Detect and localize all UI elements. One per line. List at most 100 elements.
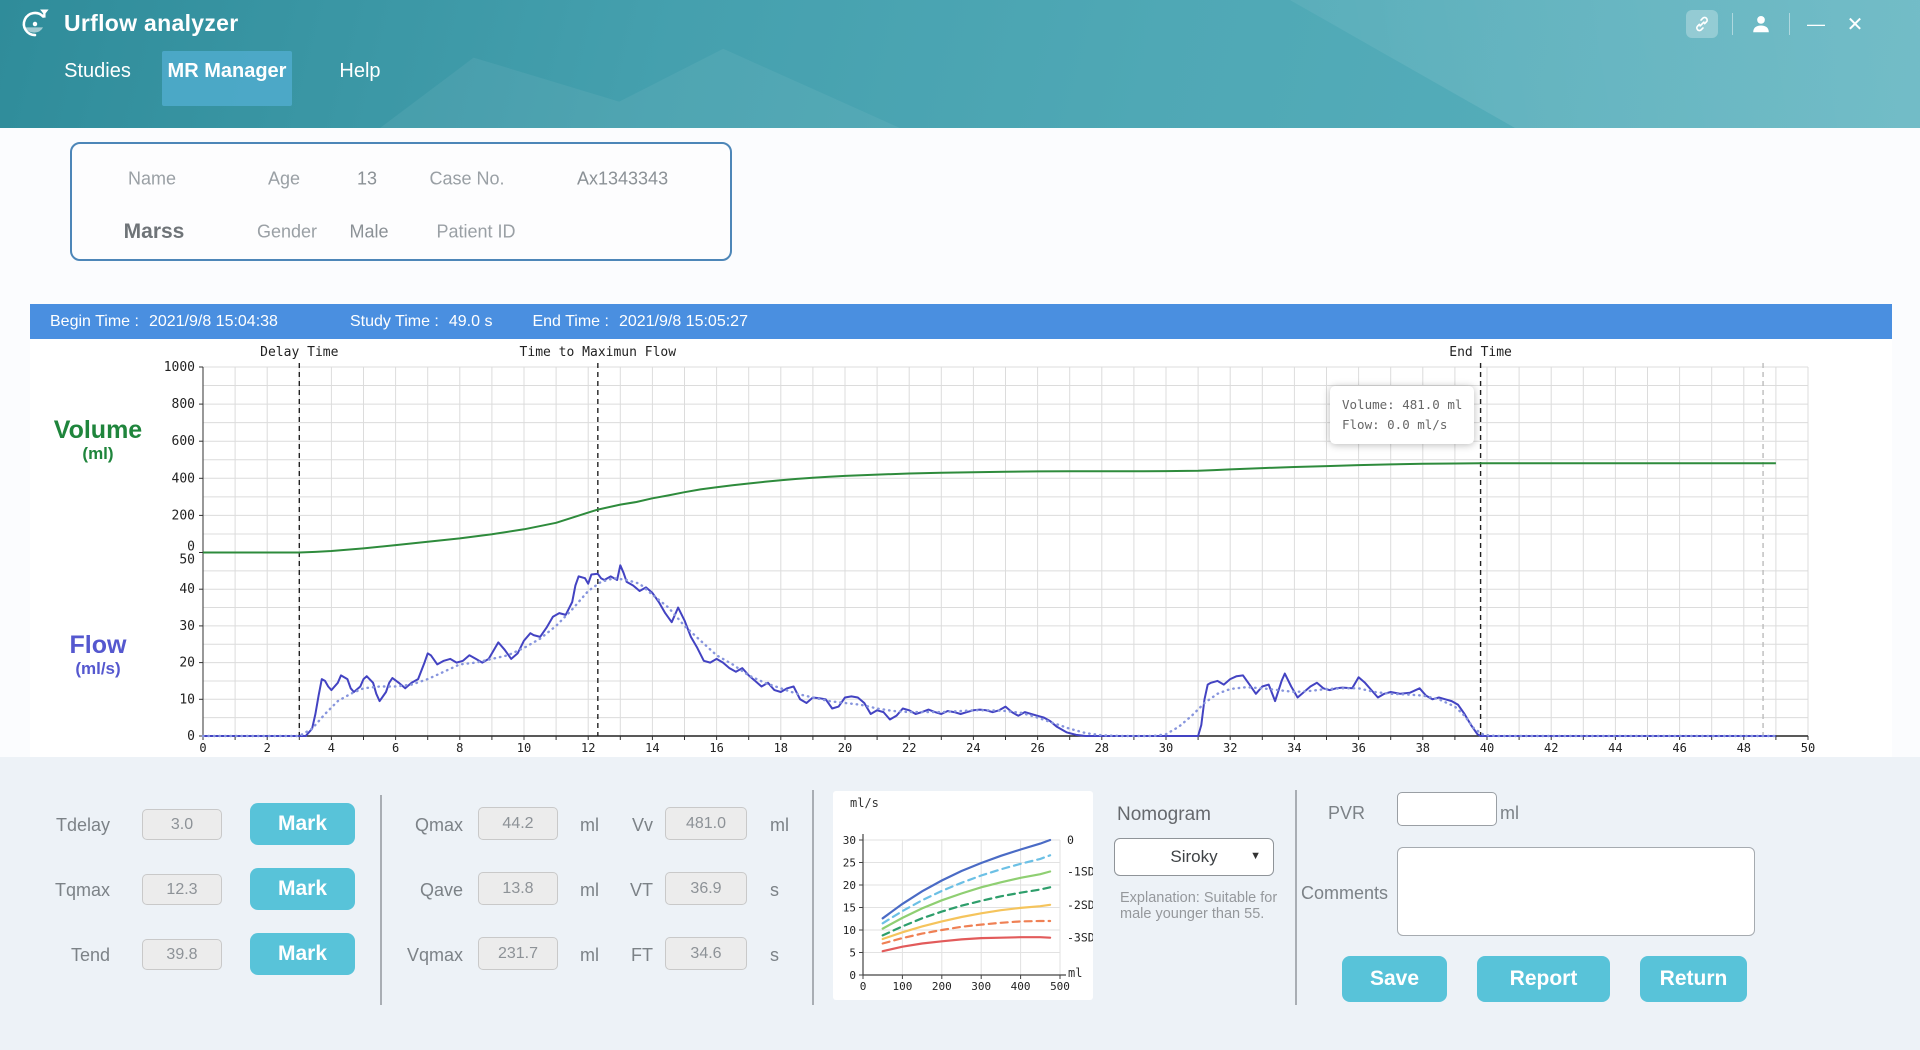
ft-label: FT (600, 945, 653, 966)
svg-text:100: 100 (892, 980, 912, 993)
study-time-bar: Begin Time : 2021/9/8 15:04:38 Study Tim… (30, 304, 1892, 339)
qmax-input[interactable] (478, 807, 558, 840)
svg-text:6: 6 (392, 741, 399, 755)
svg-text:400: 400 (172, 471, 195, 486)
svg-text:0: 0 (187, 729, 195, 744)
divider (1732, 13, 1733, 35)
comments-textarea[interactable] (1397, 847, 1755, 936)
tab-studies[interactable]: Studies (40, 60, 155, 83)
svg-text:0: 0 (1067, 833, 1074, 847)
svg-text:38: 38 (1416, 741, 1430, 755)
nomogram-chart-card: 0510152025300100200300400500ml/sml0-1SD-… (833, 791, 1093, 1000)
tqmax-input[interactable] (142, 874, 222, 905)
svg-text:600: 600 (172, 434, 195, 449)
tooltip-volume: Volume: 481.0 ml (1342, 395, 1474, 415)
vqmax-input[interactable] (478, 937, 558, 970)
navbar: Studies MR Manager Help (0, 48, 1920, 128)
svg-text:-2SD: -2SD (1067, 898, 1093, 912)
tqmax-mark-button[interactable]: Mark (250, 868, 355, 910)
tend-label: Tend (30, 945, 110, 966)
save-button[interactable]: Save (1342, 956, 1447, 1002)
svg-text:300: 300 (971, 980, 991, 993)
tdelay-input[interactable] (142, 809, 222, 840)
tdelay-label: Tdelay (30, 815, 110, 836)
svg-text:36: 36 (1351, 741, 1365, 755)
nomogram-explanation: Explanation: Suitable for male younger t… (1120, 890, 1290, 922)
svg-text:40: 40 (179, 582, 195, 597)
study-time-value: 49.0 s (449, 313, 493, 331)
vv-input[interactable] (665, 807, 747, 840)
svg-text:10: 10 (517, 741, 531, 755)
return-button[interactable]: Return (1640, 956, 1747, 1002)
svg-text:-1SD: -1SD (1067, 865, 1093, 879)
svg-text:14: 14 (645, 741, 659, 755)
tdelay-mark-button[interactable]: Mark (250, 803, 355, 845)
svg-text:50: 50 (1801, 741, 1815, 755)
ft-unit: s (770, 945, 779, 966)
vv-label: Vv (600, 815, 653, 836)
tend-input[interactable] (142, 939, 222, 970)
patient-age-label: Age (268, 169, 300, 190)
close-button[interactable]: ✕ (1842, 10, 1868, 38)
svg-text:200: 200 (932, 980, 952, 993)
svg-text:500: 500 (1050, 980, 1070, 993)
nomogram-selected-value: Siroky (1170, 847, 1217, 867)
svg-text:24: 24 (966, 741, 980, 755)
end-time-label: End Time : (532, 313, 608, 331)
svg-text:0: 0 (860, 980, 867, 993)
gender-label: Gender (257, 222, 317, 243)
vqmax-unit: ml (580, 945, 599, 966)
vt-input[interactable] (665, 872, 747, 905)
svg-text:44: 44 (1608, 741, 1622, 755)
end-time-value: 2021/9/8 15:05:27 (619, 313, 748, 331)
app-logo-icon (18, 7, 52, 41)
qave-input[interactable] (478, 872, 558, 905)
pvr-unit: ml (1500, 803, 1519, 824)
svg-text:10: 10 (843, 924, 856, 937)
svg-text:End Time: End Time (1449, 345, 1512, 360)
svg-text:28: 28 (1095, 741, 1109, 755)
report-button[interactable]: Report (1477, 956, 1610, 1002)
vqmax-label: Vqmax (385, 945, 463, 966)
nomogram-select[interactable]: Siroky ▼ (1114, 838, 1274, 876)
svg-text:4: 4 (328, 741, 335, 755)
patient-age-value: 13 (357, 169, 377, 190)
svg-text:800: 800 (172, 397, 195, 412)
app-window: Urflow analyzer (0, 0, 1920, 1050)
tooltip-flow: Flow: 0.0 ml/s (1342, 415, 1474, 435)
titlebar: Urflow analyzer (0, 0, 1920, 48)
qave-label: Qave (385, 880, 463, 901)
svg-text:ml: ml (1068, 966, 1082, 980)
svg-text:1000: 1000 (164, 360, 195, 375)
uroflow-chart[interactable]: 0246810121416182022242628303234363840424… (30, 339, 1892, 757)
user-icon (1750, 13, 1772, 35)
svg-text:10: 10 (179, 692, 195, 707)
gender-value: Male (349, 222, 388, 243)
comments-label: Comments (1300, 883, 1388, 904)
svg-text:5: 5 (849, 947, 856, 960)
svg-text:2: 2 (264, 741, 271, 755)
app-title: Urflow analyzer (64, 10, 239, 37)
svg-text:40: 40 (1480, 741, 1494, 755)
svg-text:18: 18 (774, 741, 788, 755)
divider (380, 795, 382, 1005)
tab-help[interactable]: Help (315, 60, 405, 83)
user-button[interactable] (1747, 10, 1775, 38)
tend-mark-button[interactable]: Mark (250, 933, 355, 975)
svg-text:30: 30 (179, 619, 195, 634)
pvr-input[interactable] (1397, 792, 1497, 826)
svg-text:42: 42 (1544, 741, 1558, 755)
link-button[interactable] (1686, 10, 1718, 38)
ft-input[interactable] (665, 937, 747, 970)
svg-text:16: 16 (709, 741, 723, 755)
minimize-button[interactable]: — (1804, 10, 1828, 38)
svg-text:Delay Time: Delay Time (260, 345, 338, 360)
svg-text:30: 30 (1159, 741, 1173, 755)
svg-text:26: 26 (1030, 741, 1044, 755)
results-panel: Tdelay Mark Tqmax Mark Tend Mark Qmax ml… (0, 757, 1920, 1050)
nomogram-title: Nomogram (1117, 804, 1211, 826)
divider (812, 790, 814, 1005)
patient-id-label: Patient ID (436, 222, 515, 243)
tab-mr-manager[interactable]: MR Manager (162, 60, 292, 83)
chevron-down-icon: ▼ (1250, 850, 1261, 862)
